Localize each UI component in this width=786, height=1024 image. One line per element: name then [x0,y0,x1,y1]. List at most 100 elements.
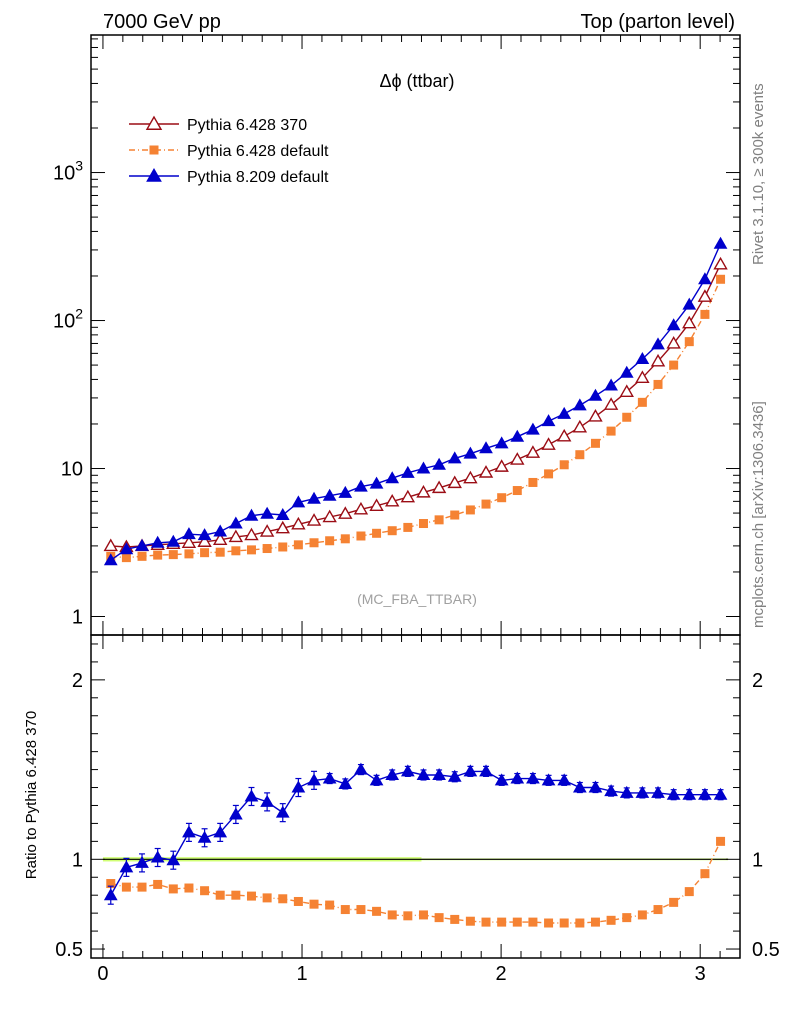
data-point-triangle [635,351,650,364]
x-tick-label: 0 [97,963,108,985]
data-point-open-triangle [212,532,228,545]
ratio-panel: 0.5 0.5 1 1 2 2 [55,634,780,961]
mcplots-label: mcplots.cern.ch [arXiv:1306.3436] [750,401,767,628]
ratio-series-line [110,768,721,896]
data-point-open-triangle [478,465,494,478]
data-point-square [325,536,335,546]
data-point-triangle [572,780,587,793]
data-point-triangle [526,771,540,784]
data-point-triangle [197,830,212,843]
data-point-square [121,553,131,563]
data-point-square [512,486,522,496]
data-point-open-triangle [588,408,603,422]
data-point-open-triangle [447,475,462,489]
data-point-square [200,548,210,558]
data-point-triangle [244,789,259,802]
data-point-triangle [604,784,618,797]
x-tick-label: 1 [296,963,307,985]
data-point-triangle [651,785,665,798]
header-left: 7000 GeV pp [103,11,221,33]
data-point-square [246,891,256,901]
data-point-square [700,309,710,319]
data-point-square [137,882,147,892]
plot-title: Δϕ (ttbar) [379,71,454,91]
data-point-triangle [228,516,243,529]
data-point-triangle [432,767,446,780]
data-point-triangle [103,553,118,566]
data-point-square [528,917,538,927]
data-point-triangle [228,807,243,820]
data-point-square [418,519,428,529]
data-point-open-triangle [181,535,197,548]
data-point-triangle [166,853,181,866]
data-point-square [356,531,366,541]
data-point-triangle [291,495,306,508]
data-point-triangle [275,805,290,818]
data-point-triangle [416,461,431,474]
data-point-triangle [541,414,556,427]
data-point-triangle [635,785,650,798]
data-point-square [137,551,147,561]
data-point-square [622,913,632,923]
data-point-triangle [698,272,712,285]
data-point-square [684,337,694,347]
x-tick-labels: 0 1 2 3 [97,963,705,985]
ratio-series [103,762,728,928]
main-series [103,236,728,566]
data-point-triangle [713,236,728,249]
data-point-triangle [150,850,165,863]
data-point-triangle [307,773,321,786]
y-tick-exponent: 3 [75,158,83,174]
data-point-triangle [479,441,493,454]
ratio-y-tick-label-right: 2 [752,670,763,692]
data-point-square [168,884,178,894]
data-point-triangle [354,479,368,492]
ratio-tick-labels: 0.5 0.5 1 1 2 2 [55,670,780,961]
data-point-square [215,890,225,900]
data-point-square [653,905,663,915]
data-point-triangle [385,767,400,780]
data-point-open-triangle [353,501,369,515]
main-panel: 1 10 102 103 Δϕ (ttbar) (MC_FBA_TTBAR) Pyth… [53,34,741,636]
ratio-y-tick-label: 2 [72,670,83,692]
data-point-triangle [479,764,493,777]
data-point-square [340,534,350,544]
data-point-open-triangle [556,428,572,442]
data-point-square [372,528,382,538]
data-point-square [669,897,679,907]
data-point-open-triangle [572,419,588,433]
x-tick-label: 2 [496,963,507,985]
data-point-square [231,890,241,900]
data-point-square [418,910,428,920]
data-point-triangle [260,794,274,807]
data-point-square [575,450,585,460]
legend-label: Pythia 6.428 370 [187,117,307,134]
data-point-triangle [666,318,681,331]
ratio-frame [90,634,741,959]
data-point-open-triangle [197,534,212,547]
data-point-square [403,911,413,921]
data-point-triangle [338,776,353,789]
ratio-axis-label: Ratio to Pythia 6.428 370 [23,711,40,879]
data-point-triangle [119,542,134,555]
ratio-y-tick-label-right: 0.5 [752,939,780,961]
data-point-triangle [526,422,540,435]
ratio-reference [102,857,729,862]
data-point-triangle [588,780,603,793]
data-point-open-triangle [400,489,416,503]
data-point-square [669,360,679,370]
x-tick-label: 3 [695,963,706,985]
data-point-triangle [494,773,509,786]
data-point-square [559,918,569,928]
data-point-open-triangle [682,315,697,329]
data-point-square [637,910,647,920]
data-point-open-triangle [541,437,556,450]
data-point-triangle [369,773,384,786]
data-point-square [293,540,303,550]
rivet-label: Rivet 3.1.10, ≥ 300k events [750,83,767,265]
data-point-square [309,538,319,548]
data-point-square [606,426,616,436]
data-point-square [153,879,163,889]
data-point-open-triangle [259,524,275,537]
data-point-square [387,526,397,536]
